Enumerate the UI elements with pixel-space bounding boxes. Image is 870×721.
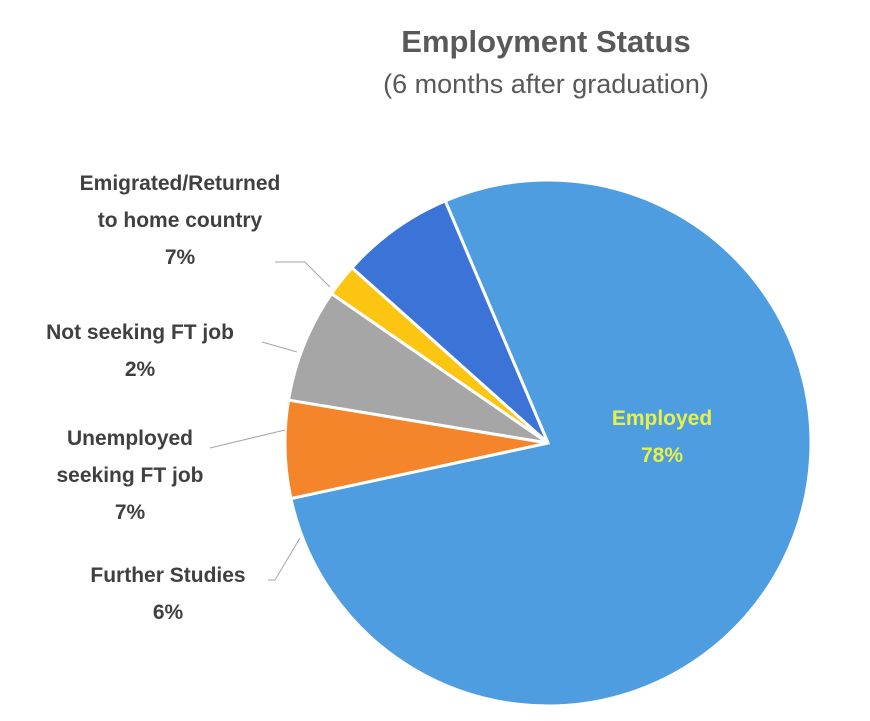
slice-label-employed: Employed 78% (612, 407, 712, 467)
leader-lines (209, 261, 331, 581)
slice-percent-not-seeking-ft-job: 2% (125, 358, 156, 381)
slice-percent-employed: 78% (641, 444, 683, 467)
slice-label-line: Not seeking FT job (46, 321, 234, 344)
slice-label-unemployed-seeking-ft-job: Unemployed seeking FT job 7% (56, 427, 203, 524)
leader-line-emigrated-returned-to-home-country (275, 261, 331, 288)
slice-label-emigrated-returned-to-home-country: Emigrated/Returned to home country 7% (80, 172, 281, 269)
slice-percent-unemployed-seeking-ft-job: 7% (115, 501, 146, 524)
leader-line-unemployed-seeking-ft-job (209, 429, 286, 449)
slice-label-line: Employed (612, 407, 712, 430)
chart-subtitle: (6 months after graduation) (383, 69, 709, 99)
pie-slice-employed (289, 178, 813, 708)
slice-label-further-studies: Further Studies 6% (90, 564, 245, 624)
slice-label-not-seeking-ft-job: Not seeking FT job 2% (46, 321, 234, 381)
pie-slices (283, 178, 813, 708)
pie-slice-emigrated-returned-to-home-country (349, 198, 550, 445)
slice-label-line: to home country (98, 209, 263, 232)
slice-percent-emigrated-returned-to-home-country: 7% (165, 246, 196, 269)
leader-line-further-studies (268, 537, 301, 581)
leader-line-not-seeking-ft-job (261, 341, 298, 353)
slice-percent-further-studies: 6% (153, 601, 184, 624)
slice-label-line: Emigrated/Returned (80, 172, 281, 195)
slice-labels: Employed 78% Further Studies 6% Unemployed se… (46, 172, 712, 624)
slice-label-line: Unemployed (67, 427, 193, 450)
pie-slice-unemployed-seeking-ft-job (286, 291, 549, 445)
slice-label-line: Further Studies (90, 564, 245, 587)
chart-title: Employment Status (401, 24, 690, 59)
slice-label-line: seeking FT job (56, 464, 203, 487)
